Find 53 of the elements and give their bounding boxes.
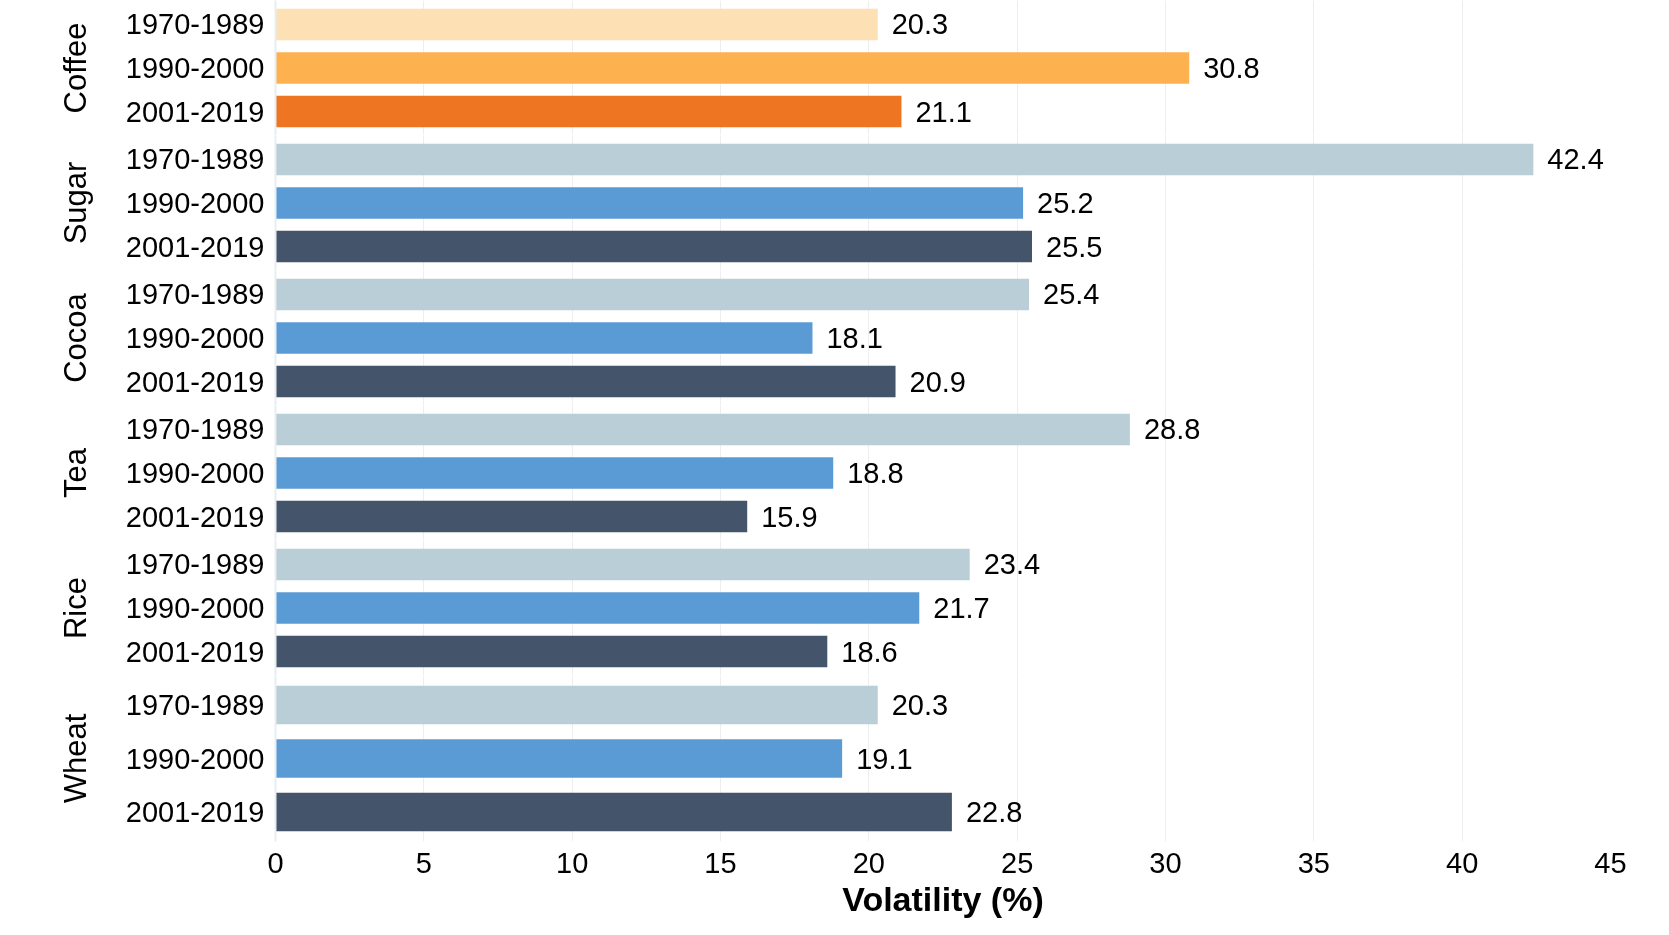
data-label: 19.1: [856, 742, 913, 775]
y-tick-label: 2001-2019: [125, 230, 265, 263]
y-axis-title: Tea: [57, 447, 93, 498]
data-label: 21.7: [933, 592, 990, 624]
data-label: 23.4: [983, 548, 1041, 581]
y-tick-label: 1990-2000: [125, 592, 265, 624]
y-tick-label: 1990-2000: [125, 457, 265, 489]
data-label: 22.8: [965, 796, 1023, 829]
x-tick-label: 0: [267, 846, 284, 879]
data-label: 15.9: [761, 500, 818, 533]
data-label: 30.8: [1203, 52, 1260, 84]
y-tick-label: 1970-1989: [125, 143, 265, 176]
data-label: 42.4: [1547, 143, 1604, 176]
data-label: 20.3: [891, 8, 949, 41]
y-tick-label: 1990-2000: [125, 187, 265, 219]
y-tick-label: 1970-1989: [125, 548, 265, 581]
y-tick-label: 1990-2000: [125, 742, 265, 775]
y-tick-label: 2001-2019: [125, 635, 265, 668]
y-tick-label: 1970-1989: [125, 8, 265, 41]
x-tick-label: 10: [556, 846, 589, 879]
x-tick-label: 30: [1149, 846, 1182, 879]
y-tick-label: 1990-2000: [125, 322, 265, 354]
y-tick-label: 1970-1989: [125, 688, 265, 721]
x-axis-title: Volatility (%): [842, 879, 1044, 918]
y-tick-label: 2001-2019: [125, 95, 265, 128]
x-tick-label: 35: [1297, 846, 1330, 879]
y-tick-label: 2001-2019: [125, 500, 265, 533]
y-tick-label: 2001-2019: [125, 365, 265, 398]
data-label: 18.6: [841, 635, 898, 668]
y-axis-title: Sugar: [57, 161, 93, 245]
x-tick-label: 40: [1446, 846, 1479, 879]
x-tick-label: 20: [852, 846, 885, 879]
x-tick-label: 25: [1001, 846, 1034, 879]
y-tick-label: 2001-2019: [125, 796, 265, 829]
y-axis-title: Coffee: [57, 22, 93, 114]
x-tick-label: 45: [1594, 846, 1627, 879]
data-label: 28.8: [1143, 413, 1201, 446]
data-label: 18.1: [826, 322, 883, 354]
data-label: 18.8: [847, 457, 904, 489]
data-label: 20.3: [891, 688, 949, 721]
y-axis-title: Rice: [57, 576, 93, 640]
y-tick-label: 1970-1989: [125, 413, 265, 446]
y-tick-label: 1970-1989: [125, 278, 265, 311]
y-axis-title: Wheat: [57, 713, 93, 804]
data-label: 21.1: [915, 95, 972, 128]
y-axis-title: Cocoa: [57, 292, 93, 383]
data-label: 25.5: [1046, 230, 1103, 263]
data-label: 25.2: [1037, 187, 1094, 219]
x-tick-label: 5: [415, 846, 432, 879]
y-tick-label: 1990-2000: [125, 52, 265, 84]
data-label: 25.4: [1043, 278, 1100, 311]
x-tick-label: 15: [704, 846, 737, 879]
data-label: 20.9: [909, 365, 966, 398]
